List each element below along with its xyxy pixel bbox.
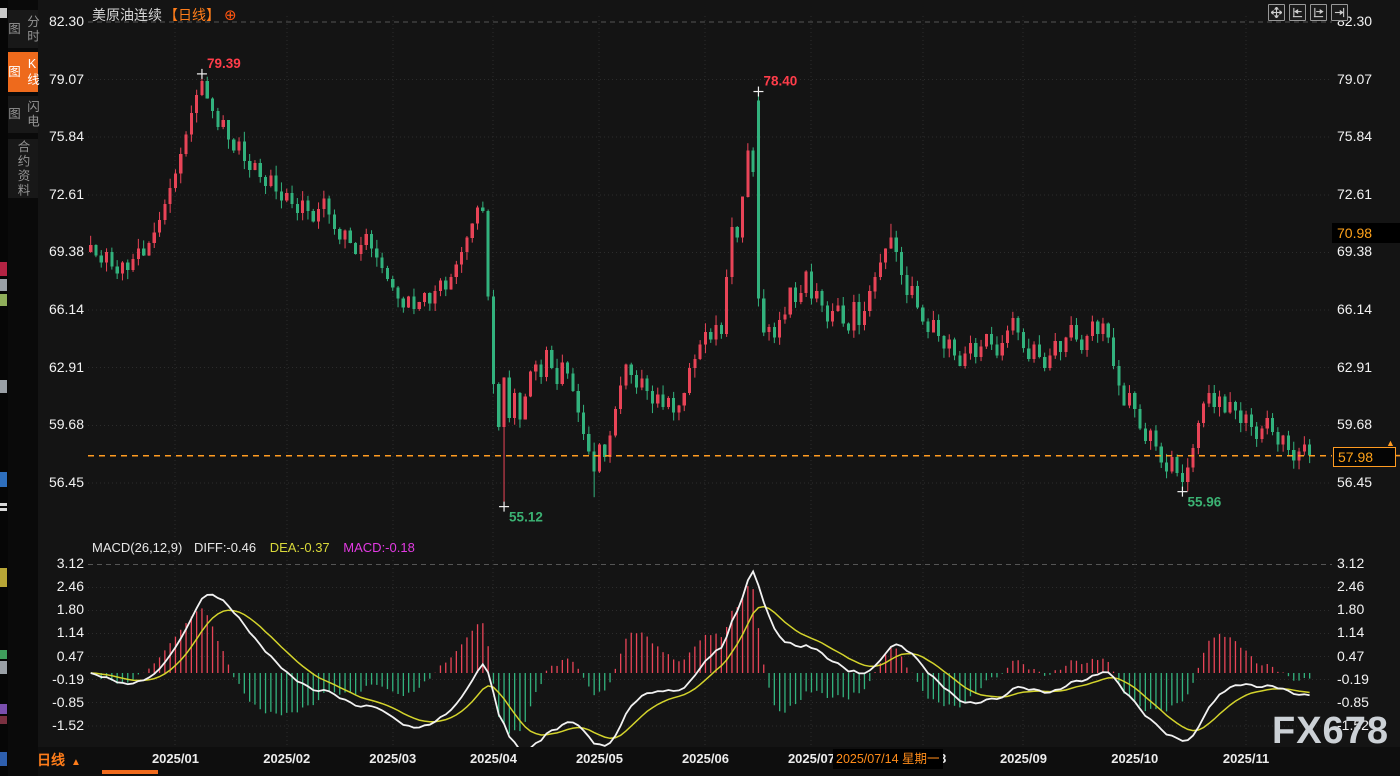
period-high-badge: 70.98: [1332, 223, 1400, 243]
macd-tick-label: 2.46: [1337, 578, 1365, 595]
macd-macd-value: MACD:-0.18: [343, 540, 415, 555]
macd-tick-label: 3.12: [1337, 555, 1365, 572]
macd-tick-label: -0.85: [52, 693, 84, 710]
month-label: 2025/10: [1111, 751, 1159, 766]
hovered-date-tooltip: 2025/07/14 星期一: [833, 749, 943, 769]
month-label: 2025/11: [1222, 751, 1270, 766]
price-tick-label: 82.30: [48, 13, 84, 29]
price-tick-label: 56.45: [1337, 473, 1373, 490]
price-tick-label: 75.84: [48, 128, 84, 145]
price-tick-label: 69.38: [1337, 243, 1373, 260]
price-tick-label: 56.45: [48, 473, 84, 490]
expand-icon[interactable]: ⊕: [224, 7, 237, 24]
month-label: 2025/01: [151, 751, 199, 766]
sidebar-tab-4[interactable]: 合约资料: [8, 139, 38, 198]
macd-tick-label: -1.52: [52, 716, 84, 733]
period-selector-arrow-icon: ▲: [71, 757, 81, 768]
macd-diff-value: DIFF:-0.46: [193, 540, 257, 555]
clipped-watchlist-strip: [0, 0, 8, 776]
macd-dea-value: DEA:-0.37: [269, 540, 330, 555]
svg-text:55.96: 55.96: [1187, 495, 1221, 510]
price-tick-label: 62.91: [48, 358, 84, 375]
macd-tick-label: 0.47: [56, 647, 84, 664]
compress-horizontal-button[interactable]: [1289, 4, 1306, 21]
go-to-latest-button[interactable]: [1331, 4, 1348, 21]
price-tick-label: 75.84: [1337, 128, 1373, 145]
macd-tick-label: 1.80: [1337, 601, 1365, 618]
macd-title: MACD(26,12,9): [92, 540, 183, 555]
svg-text:78.40: 78.40: [763, 74, 797, 89]
chart-header: 美原油连续 【日线】 ⊕: [92, 5, 237, 24]
price-tick-label: 72.61: [1337, 185, 1373, 202]
svg-text:55.12: 55.12: [509, 510, 543, 525]
month-label: 2025/09: [999, 751, 1047, 766]
price-tick-label: 59.68: [1337, 416, 1373, 433]
macd-tick-label: 1.14: [1337, 624, 1365, 641]
month-label: 2025/07: [787, 751, 835, 766]
period-selector-label: 日线: [37, 752, 65, 768]
month-label: 2025/03: [369, 751, 417, 766]
price-tick-label: 66.14: [48, 301, 84, 318]
price-tick-label: 79.07: [48, 70, 84, 87]
month-label: 2025/05: [575, 751, 623, 766]
period-selector[interactable]: 日线 ▲: [37, 750, 81, 770]
price-tick-label: 66.14: [1337, 301, 1373, 318]
macd-indicator-header: MACD(26,12,9) DIFF:-0.46 DEA:-0.37 MACD:…: [92, 540, 415, 555]
macd-tick-label: -0.85: [1337, 693, 1369, 710]
month-label: 2025/04: [469, 751, 517, 766]
svg-text:79.39: 79.39: [207, 56, 241, 71]
macd-tick-label: 2.46: [56, 578, 84, 595]
sidebar-tab-2[interactable]: K线图: [6, 52, 39, 92]
time-axis-bar: 日线 ▲ 2025/01 2025/02 2025/03 2025/04 2025/05 2…: [0, 747, 1400, 776]
symbol-title: 美原油连续: [92, 7, 162, 23]
macd-tick-label: 0.47: [1337, 647, 1365, 664]
macd-tick-label: 1.14: [56, 624, 84, 641]
macd-tick-label: -0.19: [52, 670, 84, 687]
expand-horizontal-button[interactable]: [1310, 4, 1327, 21]
period-tag: 【日线】: [164, 7, 220, 23]
current-price-badge: 57.98: [1333, 447, 1396, 467]
chart-type-sidebar: 分时图 K线图闪电图合约资料: [6, 0, 39, 776]
current-price-arrow-icon: ▲: [1386, 438, 1395, 448]
fx678-watermark: FX678: [1272, 710, 1389, 752]
macd-tick-label: 3.12: [56, 555, 84, 572]
macd-tick-label: -1.52: [1337, 716, 1369, 733]
chart-toolbar: [1268, 4, 1348, 21]
price-tick-label: 69.38: [48, 243, 84, 260]
sidebar-tab-3[interactable]: 闪电图: [6, 96, 39, 133]
price-tick-label: 59.68: [48, 416, 84, 433]
price-tick-label: 62.91: [1337, 358, 1373, 375]
month-label: 2025/02: [263, 751, 311, 766]
horizontal-scrollbar-thumb[interactable]: [102, 770, 158, 774]
macd-tick-label: -0.19: [1337, 670, 1369, 687]
macd-tick-label: 1.80: [56, 601, 84, 618]
price-tick-label: 72.61: [48, 185, 84, 202]
pan-tool-button[interactable]: [1268, 4, 1285, 21]
price-tick-label: 79.07: [1337, 70, 1373, 87]
month-label: 2025/06: [681, 751, 729, 766]
sidebar-tab-1[interactable]: 分时图: [6, 10, 39, 48]
